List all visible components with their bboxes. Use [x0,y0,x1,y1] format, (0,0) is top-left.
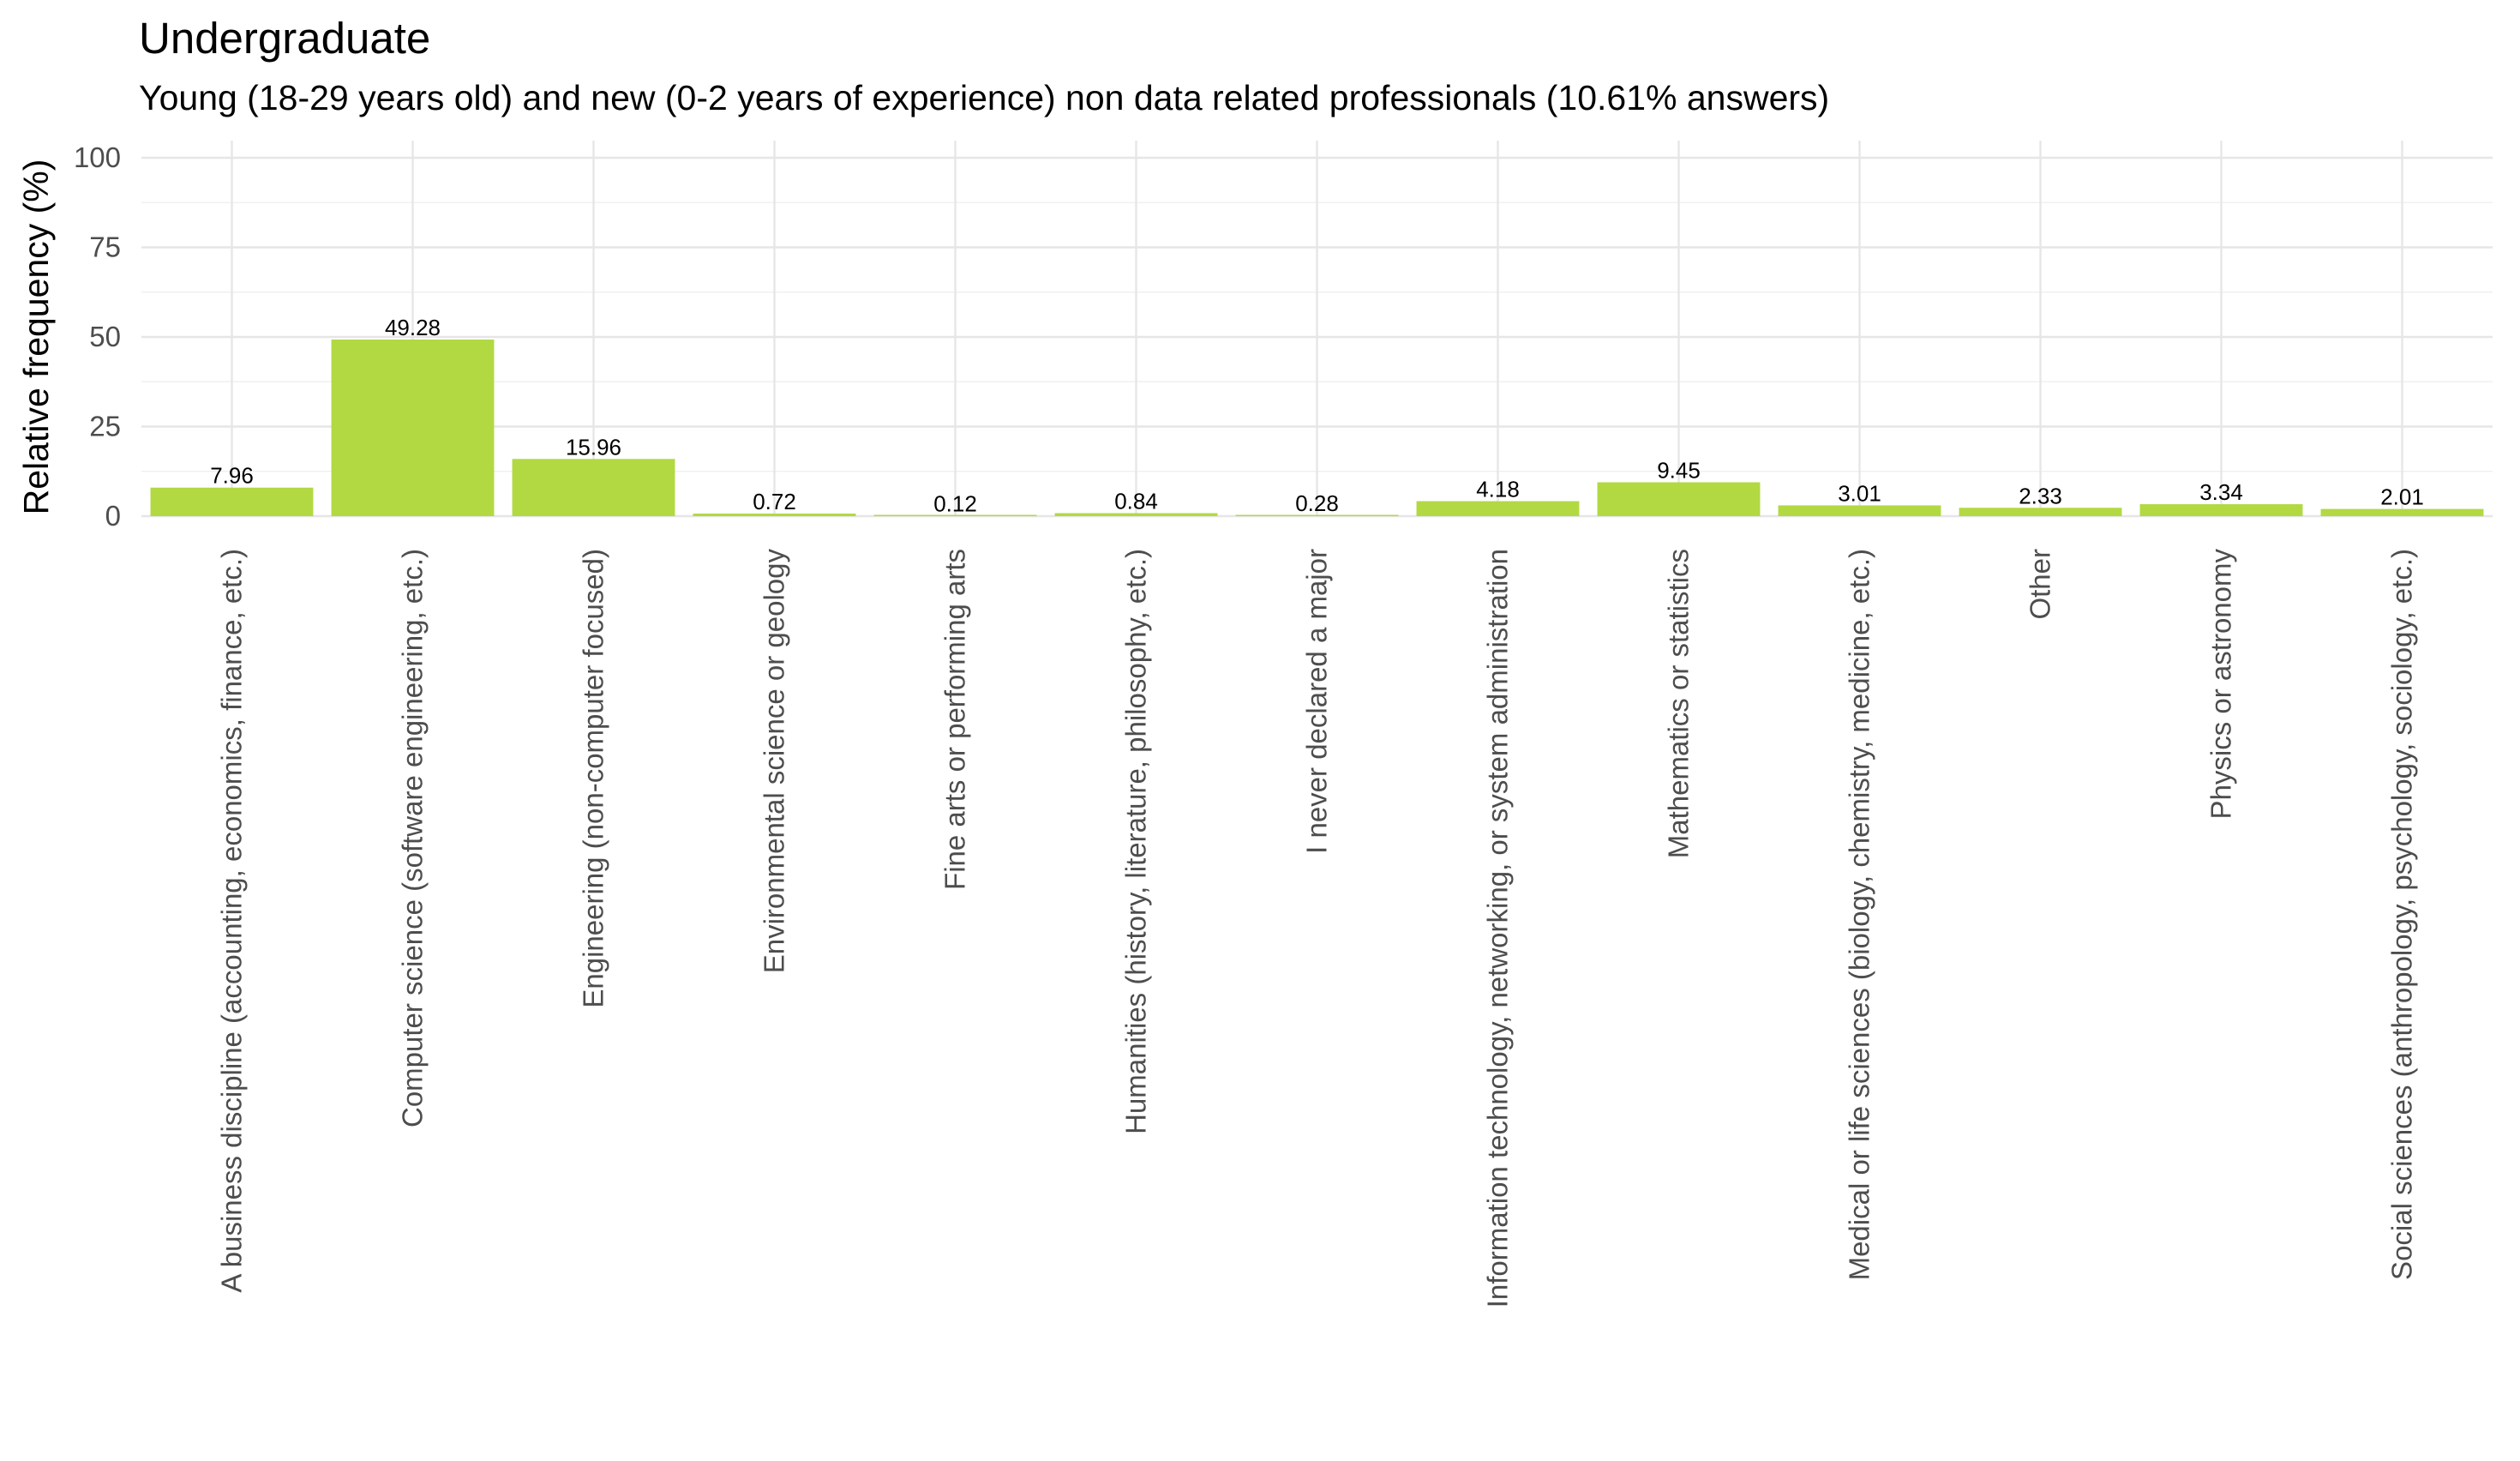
bar [1778,505,1941,516]
y-axis-title: Relative frequency (%) [16,159,56,515]
bar [1959,508,2122,516]
x-tick-label: I never declared a major [1301,549,1333,854]
x-tick-label: Engineering (non-computer focused) [578,549,609,1008]
x-tick-label: Social sciences (anthropology, psycholog… [2386,549,2418,1280]
data-labels: 7.96 49.28 15.96 0.72 0.12 0.84 0.28 4.18 9.45 3.… [210,315,2424,516]
data-label: 0.28 [1295,490,1339,516]
bar [2139,504,2303,516]
bar [1235,514,1399,516]
data-label: 9.45 [1657,457,1701,483]
x-tick-label: Information technology, networking, or s… [1482,549,1514,1308]
data-label: 15.96 [566,434,621,460]
bar [873,514,1037,516]
bar [331,340,495,516]
y-tick-label: 100 [74,141,121,173]
bars [150,340,2484,516]
x-tick-label: Medical or life sciences (biology, chemi… [1844,549,1875,1280]
data-label: 2.01 [2380,484,2424,510]
bar [2320,508,2484,516]
x-tick-label: Other [2025,549,2056,620]
bar [150,487,314,516]
x-tick-label: Environmental science or geology [759,549,790,974]
data-label: 2.33 [2019,483,2062,508]
y-tick-label: 0 [105,500,121,532]
x-tick-label: Fine arts or performing arts [939,549,971,890]
bar [512,459,675,516]
x-tick-label: Physics or astronomy [2205,549,2237,820]
y-tick-label: 50 [89,321,121,352]
bar [1416,501,1580,516]
chart-subtitle: Young (18-29 years old) and new (0-2 yea… [139,78,1829,117]
x-axis-ticks: A business discipline (accounting, econo… [216,549,2418,1308]
x-tick-label: A business discipline (accounting, econo… [216,549,248,1293]
grid [141,141,2493,518]
data-label: 4.18 [1476,477,1520,502]
data-label: 0.12 [933,490,977,516]
bar [1054,513,1218,516]
y-tick-label: 25 [89,411,121,442]
x-tick-label: Humanities (history, literature, philoso… [1120,549,1152,1134]
data-label: 3.34 [2199,479,2243,505]
x-tick-label: Mathematics or statistics [1663,549,1695,858]
data-label: 3.01 [1838,480,1881,506]
data-label: 0.72 [753,489,796,514]
data-label: 7.96 [210,463,254,489]
y-axis-ticks: 0 25 50 75 100 [74,141,121,532]
bar [693,513,856,516]
x-tick-label: Computer science (software engineering, … [397,549,429,1127]
chart-title: Undergraduate [139,14,430,63]
data-label: 0.84 [1114,488,1158,514]
y-tick-label: 75 [89,231,121,263]
bar [1597,482,1761,516]
data-label: 49.28 [385,315,441,340]
